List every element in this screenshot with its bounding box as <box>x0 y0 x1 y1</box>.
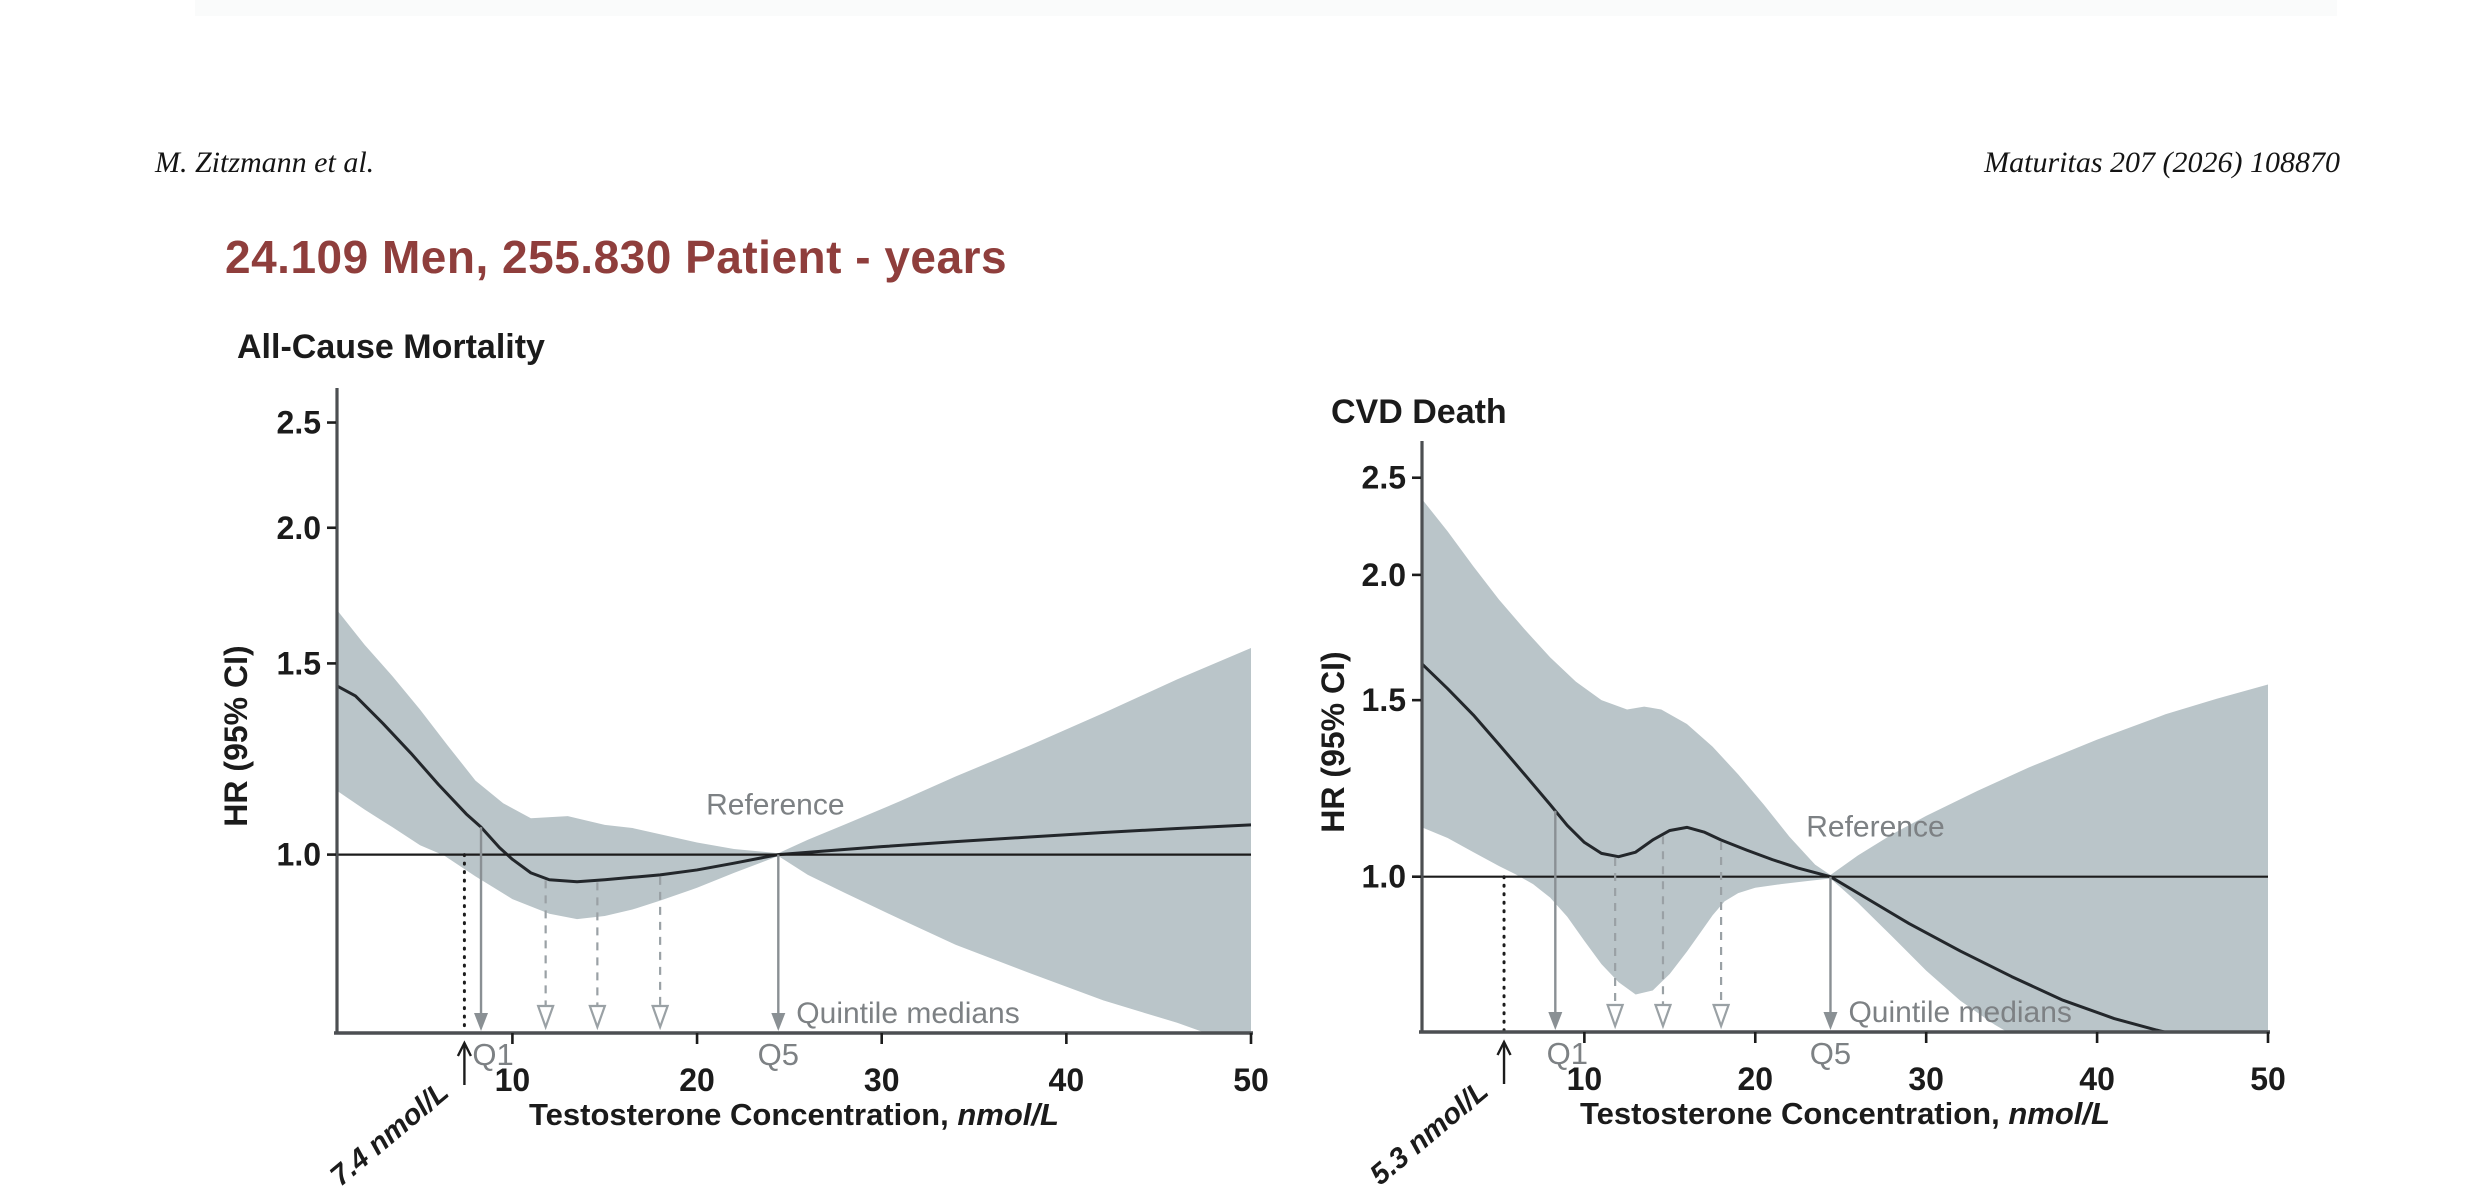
threshold-up-arrow-head <box>456 1040 472 1057</box>
x-tick-label: 30 <box>864 1062 900 1098</box>
figure-title: 24.109 Men, 255.830 Patient - years <box>225 231 1008 283</box>
threshold-up-arrow-head <box>1496 1039 1512 1056</box>
hr-curve <box>1422 662 2176 1033</box>
hr-curve <box>337 684 1251 884</box>
x-axis-label: Testosterone Concentration, nmol/L <box>529 1097 1059 1132</box>
plot-area-cvd-death <box>1422 499 2268 1033</box>
x-axis-label: Testosterone Concentration, nmol/L <box>1580 1096 2110 1131</box>
plot-area-all-cause <box>337 609 1251 1034</box>
x-tick-label: 40 <box>1049 1062 1085 1098</box>
y-tick-label: 1.0 <box>1362 859 1406 895</box>
chart-title: All-Cause Mortality <box>237 328 545 366</box>
x-tick-label: 10 <box>495 1062 531 1098</box>
running-author: M. Zitzmann et al. <box>155 146 375 179</box>
x-tick-label: 30 <box>1908 1061 1944 1097</box>
chart-title: CVD Death <box>1331 393 1507 431</box>
quintile-medians-label: Quintile medians <box>1848 996 2071 1029</box>
y-tick-label: 1.5 <box>277 645 321 681</box>
x-tick-label: 20 <box>1737 1061 1773 1097</box>
quintile-label-q1: Q1 <box>472 1037 513 1072</box>
y-tick-label: 1.5 <box>1362 682 1406 718</box>
y-tick-label: 2.5 <box>277 405 321 441</box>
x-tick-label: 50 <box>1233 1062 1269 1098</box>
ci-band <box>1422 499 2268 1033</box>
quintile-arrow-head <box>1548 1012 1563 1030</box>
threshold-label: 5.3 nmol/L <box>1364 1075 1494 1188</box>
quintile-label-q1: Q1 <box>1547 1036 1588 1071</box>
quintile-arrow-head-open <box>1653 1003 1673 1030</box>
y-tick-label: 1.0 <box>277 837 321 873</box>
x-tick-label: 10 <box>1567 1061 1603 1097</box>
ci-band <box>337 609 1251 1034</box>
quintile-arrow-head-open <box>1606 1003 1625 1030</box>
quintile-arrow-head-open <box>536 1004 555 1031</box>
quintile-arrow-head <box>1823 1012 1838 1030</box>
y-tick-label: 2.5 <box>1362 460 1406 496</box>
y-tick-label: 2.0 <box>1362 557 1406 593</box>
quintile-arrow-head <box>771 1013 786 1031</box>
quintile-label-q5: Q5 <box>1810 1036 1851 1071</box>
reference-label: Reference <box>1806 811 1944 844</box>
reference-label: Reference <box>706 789 844 822</box>
quintile-arrow-head-open <box>651 1004 670 1031</box>
quintile-arrow-head <box>474 1013 489 1031</box>
y-tick-label: 2.0 <box>277 510 321 546</box>
x-tick-label: 40 <box>2079 1061 2115 1097</box>
quintile-arrow-head-open <box>588 1004 607 1031</box>
threshold-label: 7.4 nmol/L <box>324 1076 454 1188</box>
quintile-arrow-head-open <box>1712 1003 1731 1030</box>
quintile-medians-label: Quintile medians <box>796 997 1019 1030</box>
page-top-edge <box>195 0 2337 16</box>
journal-citation: Maturitas 207 (2026) 108870 <box>1984 146 2340 179</box>
x-tick-label: 50 <box>2250 1061 2286 1097</box>
quintile-label-q5: Q5 <box>758 1037 799 1072</box>
x-tick-label: 20 <box>679 1062 715 1098</box>
y-axis-label: HR (95% CI) <box>218 645 254 826</box>
y-axis-label: HR (95% CI) <box>1315 651 1351 832</box>
